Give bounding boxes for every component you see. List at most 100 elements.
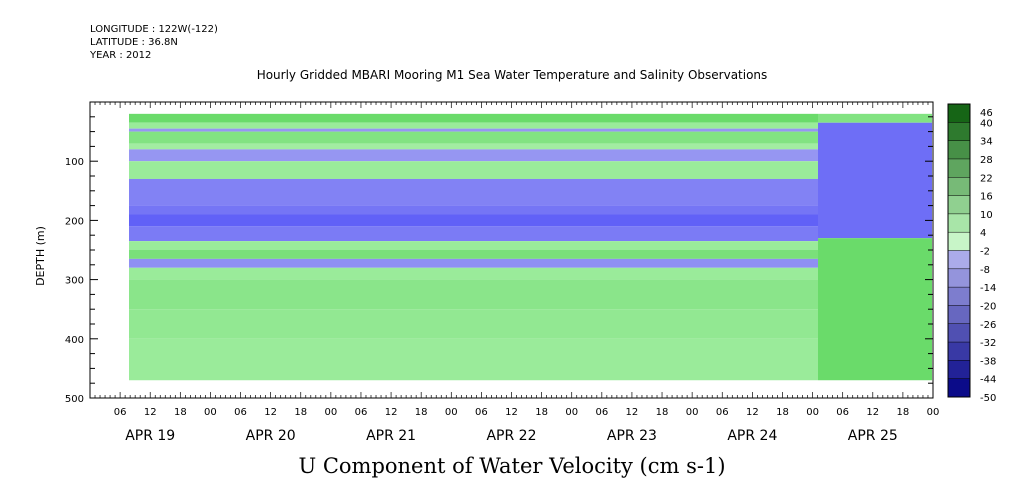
x-hour-label: 06 (475, 407, 488, 418)
heatmap-band-6 (129, 161, 818, 179)
colorbar-segment (948, 268, 970, 288)
x-hour-label: 06 (355, 407, 368, 418)
colorbar-segment (948, 305, 970, 325)
chart-title: Hourly Gridded MBARI Mooring M1 Sea Wate… (256, 68, 768, 82)
heatmap-band-13 (129, 258, 818, 268)
longitude-label: LONGITUDE : 122W(-122) (90, 24, 218, 35)
heatmap-band-9 (129, 214, 818, 227)
colorbar-label: 4 (980, 228, 986, 239)
x-day-label: APR 22 (486, 428, 536, 444)
heatmap-band-0 (129, 113, 818, 123)
colorbar-label: -50 (980, 393, 996, 404)
x-hour-label: 06 (234, 407, 247, 418)
colorbar-label: -38 (980, 356, 996, 367)
colorbar-label: 10 (980, 210, 993, 221)
x-hour-label: 00 (204, 407, 217, 418)
heatmap-band-5 (129, 149, 818, 162)
x-hour-label: 18 (656, 407, 669, 418)
colorbar-label: 46 (980, 108, 993, 119)
heatmap-block-apr25-1 (818, 122, 932, 239)
x-hour-label: 12 (264, 407, 277, 418)
heatmap-band-1 (129, 122, 818, 129)
x-hour-label: 00 (686, 407, 699, 418)
colorbar-label: -8 (980, 265, 990, 276)
colorbar-label: -44 (980, 375, 996, 386)
x-hour-label: 12 (746, 407, 759, 418)
x-hour-label: 00 (445, 407, 458, 418)
heatmap-block-apr25-0 (818, 113, 932, 123)
colorbar-label: 22 (980, 173, 993, 184)
colorbar-segment (948, 323, 970, 343)
y-tick-label: 400 (65, 335, 84, 346)
heatmap-band-4 (129, 143, 818, 150)
heatmap-band-12 (129, 250, 818, 259)
colorbar-label: 16 (980, 192, 993, 203)
colorbar-label: -14 (980, 283, 996, 294)
x-hour-label: 00 (806, 407, 819, 418)
colorbar-label: -26 (980, 320, 996, 331)
heatmap-band-14 (129, 267, 818, 280)
latitude-label: LATITUDE : 36.8N (90, 37, 178, 48)
colorbar-label: -20 (980, 301, 996, 312)
x-hour-label: 00 (927, 407, 940, 418)
heatmap-band-7 (129, 178, 818, 206)
x-hour-label: 12 (385, 407, 398, 418)
y-axis-title: DEPTH (m) (34, 226, 47, 286)
x-hour-label: 00 (324, 407, 337, 418)
colorbar-segment (948, 342, 970, 361)
x-hour-label: 06 (114, 407, 127, 418)
x-hour-label: 18 (897, 407, 910, 418)
x-day-label: APR 19 (125, 428, 175, 444)
colorbar-label: 40 (980, 118, 993, 129)
heatmap-band-17 (129, 338, 818, 381)
year-label: YEAR : 2012 (90, 50, 152, 61)
x-hour-label: 12 (505, 407, 518, 418)
heatmap-band-16 (129, 309, 818, 339)
heatmap-band-15 (129, 279, 818, 310)
heatmap-band-10 (129, 226, 818, 242)
x-day-label: APR 25 (848, 428, 898, 444)
colorbar-segment (948, 360, 970, 380)
heatmap-band-11 (129, 241, 818, 250)
colorbar-segment (948, 104, 970, 123)
x-hour-label: 18 (174, 407, 187, 418)
heatmap-band-8 (129, 205, 818, 215)
y-tick-label: 500 (65, 394, 84, 405)
heatmap-band-3 (129, 131, 818, 144)
heatmap-band-2 (129, 128, 818, 132)
axes: 100 200 300 400 500 06 12 18 00 06 12 18 00 06 12 18 00 0… (65, 101, 940, 444)
x-hour-label: 06 (716, 407, 729, 418)
x-hour-label: 18 (535, 407, 548, 418)
colorbar-segment (948, 250, 970, 270)
x-hour-label: 06 (595, 407, 608, 418)
colorbar-segment (948, 122, 970, 142)
heatmap-block-apr25-2 (818, 238, 932, 381)
colorbar-segment (948, 232, 970, 251)
x-hour-label: 12 (626, 407, 639, 418)
x-day-label: APR 21 (366, 428, 416, 444)
x-hour-label: 12 (866, 407, 879, 418)
y-tick-label: 200 (65, 216, 84, 227)
colorbar-label: -2 (980, 247, 990, 258)
y-tick-label: 300 (65, 276, 84, 287)
colorbar-segment (948, 378, 970, 398)
colorbar-segment (948, 287, 970, 306)
plot-area (129, 113, 932, 381)
x-day-label: APR 24 (727, 428, 777, 444)
x-hour-label: 18 (776, 407, 789, 418)
colorbar-segment (948, 195, 970, 215)
colorbar-label: 28 (980, 155, 993, 166)
colorbar-segment (948, 177, 970, 197)
x-hour-label: 18 (415, 407, 428, 418)
x-day-label: APR 20 (246, 428, 296, 444)
colorbar-label: -32 (980, 338, 996, 349)
colorbar-label: 34 (980, 137, 993, 148)
x-axis-title: U Component of Water Velocity (cm s-1) (298, 454, 726, 478)
colorbar-segment (948, 158, 970, 178)
x-hour-label: 00 (565, 407, 578, 418)
x-day-label: APR 23 (607, 428, 657, 444)
x-hour-label: 18 (294, 407, 307, 418)
colorbar-segment (948, 140, 970, 160)
